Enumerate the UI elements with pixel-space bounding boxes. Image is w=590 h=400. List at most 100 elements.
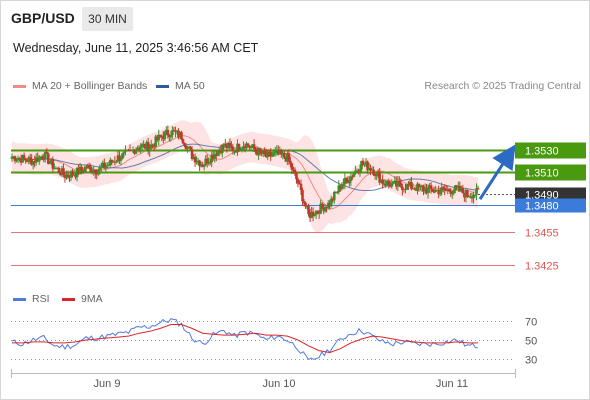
rsi-axis-label: 50 — [525, 336, 537, 348]
candle-body — [137, 148, 141, 150]
candle-body — [376, 172, 380, 174]
candle-body — [207, 161, 210, 164]
candle-body — [322, 207, 325, 212]
candle-body — [101, 162, 105, 167]
price-tag-text: 1.3480 — [525, 201, 559, 213]
candle-body — [59, 172, 62, 176]
candle-body — [290, 163, 294, 170]
candle-body — [193, 156, 197, 163]
rsi-ma-line — [12, 324, 478, 354]
candle-body — [205, 158, 209, 164]
candle-body — [255, 150, 259, 155]
chart-header: GBP/USD 30 MIN — [0, 0, 590, 36]
candle-body — [37, 156, 41, 162]
candle-body — [335, 192, 339, 194]
candle-body — [87, 165, 91, 167]
candle-body — [90, 171, 94, 173]
candle-body — [319, 203, 322, 214]
candle-body — [452, 190, 456, 194]
candle-body — [332, 192, 336, 201]
candle-body — [254, 148, 257, 151]
rsi-line — [11, 317, 479, 360]
candle-body — [75, 168, 79, 178]
candle-body — [269, 152, 273, 157]
candle-body — [243, 146, 247, 149]
candle-body — [345, 178, 348, 180]
candle-body — [45, 152, 49, 154]
candle-body — [30, 158, 33, 165]
candle-body — [293, 169, 297, 173]
candle-body — [199, 164, 203, 167]
candle-body — [464, 190, 468, 198]
candle-body — [161, 136, 165, 140]
candle-body — [384, 183, 388, 186]
candle-body — [78, 166, 82, 175]
candle-body — [473, 194, 477, 196]
candle-body — [429, 185, 433, 189]
copyright-notice: Research © 2025 Trading Central — [424, 80, 581, 92]
candle-body — [169, 134, 173, 138]
candle-body — [224, 143, 227, 147]
candle-body — [143, 143, 147, 149]
candle-body — [65, 174, 68, 178]
candle-body — [266, 151, 269, 158]
candle-body — [304, 202, 307, 207]
candle-body — [240, 148, 244, 151]
candle-body — [27, 157, 30, 162]
candle-body — [326, 202, 330, 209]
candle-body — [372, 169, 375, 176]
candle-body — [296, 179, 300, 184]
candle-body — [275, 150, 279, 152]
candle-body — [284, 157, 288, 162]
candle-body — [416, 183, 419, 191]
candle-body — [233, 150, 236, 152]
candle-body — [130, 149, 133, 151]
candle-body — [411, 188, 415, 190]
candle-body — [208, 161, 212, 163]
candle-body — [476, 188, 480, 190]
candle-body — [273, 151, 277, 154]
candle-body — [425, 188, 428, 194]
candle-body — [81, 170, 85, 172]
candle-body — [10, 156, 14, 159]
candle-body — [213, 154, 217, 159]
candle-body — [86, 165, 89, 169]
forecast-arrow — [478, 144, 516, 200]
candle-body — [152, 144, 156, 147]
candle-body — [369, 168, 372, 171]
candle-body — [33, 161, 36, 163]
candle-body — [280, 150, 283, 155]
instrument-name: GBP/USD — [11, 10, 75, 26]
candle-body — [402, 188, 406, 190]
candle-body — [388, 183, 392, 187]
candle-body — [204, 158, 207, 165]
candle-body — [267, 151, 271, 153]
candle-body — [276, 150, 280, 155]
candle-body — [370, 169, 374, 171]
candle-body — [234, 150, 238, 153]
candle-body — [401, 186, 404, 190]
candle-body — [428, 185, 431, 188]
candle-body — [177, 130, 180, 138]
candle-body — [340, 186, 344, 190]
candle-body — [16, 158, 20, 161]
candle-body — [157, 134, 161, 141]
candle-body — [146, 142, 150, 152]
candle-body — [391, 181, 395, 184]
candle-body — [346, 179, 350, 184]
timeframe-button[interactable]: 30 MIN — [82, 7, 133, 31]
candle-body — [298, 183, 301, 185]
x-tick-label: Jun 10 — [262, 378, 295, 390]
candle-body — [417, 183, 421, 187]
price-tag-1.3510 — [515, 164, 586, 181]
candle-body — [50, 159, 53, 163]
candle-body — [196, 160, 200, 162]
candle-body — [431, 188, 434, 192]
candle-body — [413, 188, 416, 190]
candle-body — [249, 146, 253, 148]
candle-body — [472, 195, 475, 199]
candle-body — [15, 160, 18, 162]
candle-body — [404, 188, 407, 190]
candle-body — [166, 130, 170, 136]
